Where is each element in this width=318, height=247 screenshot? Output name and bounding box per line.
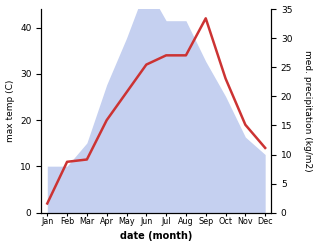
X-axis label: date (month): date (month) [120, 231, 192, 242]
Y-axis label: med. precipitation (kg/m2): med. precipitation (kg/m2) [303, 50, 313, 172]
Y-axis label: max temp (C): max temp (C) [5, 80, 15, 142]
